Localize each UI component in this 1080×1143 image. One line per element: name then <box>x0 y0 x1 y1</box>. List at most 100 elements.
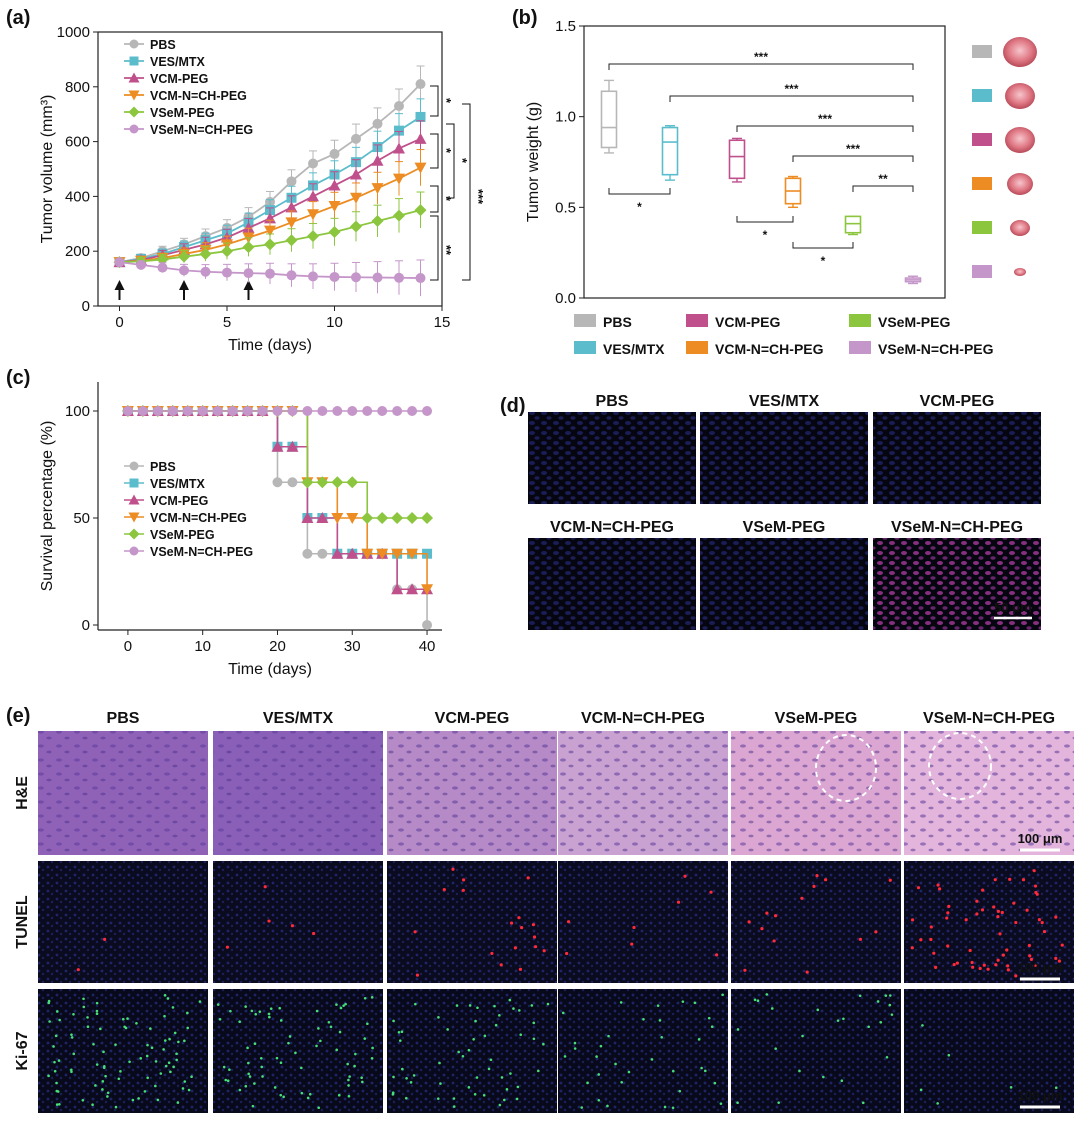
tunel-positive-cell <box>531 923 536 927</box>
x-axis-label: Time (days) <box>228 337 312 354</box>
ki67-positive-cell <box>172 1065 175 1069</box>
ki67-positive-cell <box>163 1039 167 1042</box>
y-axis-label: Survival percentage (%) <box>39 421 56 592</box>
ki67-positive-cell <box>798 1069 801 1073</box>
ki67-positive-cell <box>55 1103 59 1106</box>
data-point <box>152 406 163 416</box>
tunel-positive-cell <box>968 948 972 953</box>
data-point <box>287 477 298 488</box>
ki67-positive-cell <box>348 1075 351 1078</box>
ki67-positive-cell <box>475 1076 479 1079</box>
ki67-positive-cell <box>455 1004 459 1007</box>
ki67-positive-cell <box>461 1054 465 1058</box>
tunel-texture <box>904 861 1074 983</box>
data-point <box>178 250 190 263</box>
y-tick-label: 50 <box>73 510 90 527</box>
data-point <box>391 512 404 524</box>
legend-marker <box>129 56 139 66</box>
ki67-positive-cell <box>439 1082 442 1085</box>
ki67-positive-cell <box>117 1077 121 1081</box>
tunel-positive-cell <box>1035 892 1039 896</box>
tunel-positive-cell <box>461 888 465 892</box>
ki67-positive-cell <box>487 1067 491 1071</box>
ki67-positive-cell <box>888 1003 892 1007</box>
ki67-positive-cell <box>164 1064 168 1068</box>
sig-bracket <box>792 155 914 162</box>
significance-label: * <box>821 254 826 268</box>
data-point <box>350 192 362 204</box>
ki67-positive-cell <box>183 1080 187 1083</box>
ki67-positive-cell <box>186 1011 189 1015</box>
ki67-positive-cell <box>650 1058 654 1061</box>
ki67-positive-cell <box>861 1101 865 1105</box>
ki67-positive-cell <box>620 1080 623 1084</box>
data-point <box>265 268 275 279</box>
tunel-positive-cell <box>765 911 769 915</box>
data-point <box>242 406 253 416</box>
he-texture <box>904 731 1074 855</box>
tunel-positive-cell <box>1054 956 1058 960</box>
ki67-positive-cell <box>222 1065 226 1069</box>
photo-color-key <box>972 265 992 278</box>
data-point <box>415 111 426 122</box>
data-point <box>316 476 329 489</box>
ki67-positive-cell <box>1009 1086 1013 1089</box>
ki67-positive-cell <box>573 1047 577 1050</box>
x-tick-label: 30 <box>344 638 361 655</box>
tunel-positive-cell <box>1033 884 1038 888</box>
data-point <box>414 132 427 144</box>
significance-label: * <box>439 98 454 104</box>
plot-frame <box>583 25 946 299</box>
tunel-positive-cell <box>986 967 990 971</box>
significance-label: * <box>439 196 454 202</box>
data-point <box>376 548 389 560</box>
tunel-positive-cell <box>975 912 979 916</box>
data-point <box>347 406 358 416</box>
ki67-positive-cell <box>700 1066 703 1070</box>
tunel-texture <box>387 861 557 983</box>
significance-label: ** <box>878 172 888 186</box>
ki67-positive-cell <box>505 1088 509 1091</box>
ki67-positive-cell <box>104 1074 107 1078</box>
data-point <box>227 406 238 416</box>
ki67-positive-cell <box>258 1010 262 1013</box>
ki67-positive-cell <box>251 1104 255 1108</box>
ki67-positive-cell <box>347 1094 351 1098</box>
ki67-positive-cell <box>99 1027 102 1031</box>
y-axis-label: Tumor volume (mm³) <box>39 95 56 244</box>
ki67-positive-cell <box>335 1003 338 1006</box>
ki67-positive-cell <box>82 997 85 1001</box>
tunel-positive-cell <box>996 909 1000 913</box>
x-axis-label: Time (days) <box>228 661 312 678</box>
tunel-positive-cell <box>632 925 636 930</box>
ki67-positive-cell <box>517 1009 521 1012</box>
row-label: TUNEL <box>14 895 31 949</box>
ki67-positive-cell <box>278 1006 282 1010</box>
he-texture <box>387 731 557 855</box>
tunel-positive-cell <box>874 930 878 934</box>
ki67-positive-cell <box>216 1003 220 1006</box>
data-point <box>372 118 383 129</box>
tunel-positive-cell <box>910 918 915 922</box>
ki67-positive-cell <box>72 1012 75 1016</box>
tunel-positive-cell <box>1008 877 1012 881</box>
ki67-positive-cell <box>884 994 888 997</box>
ki67-positive-cell <box>250 1009 254 1013</box>
highlight-circle <box>928 732 992 800</box>
legend-swatch <box>849 341 871 354</box>
ki67-positive-cell <box>663 1105 667 1109</box>
ki67-positive-cell <box>94 1084 97 1087</box>
ki67-positive-cell <box>936 1102 939 1105</box>
ki67-positive-cell <box>354 1052 357 1056</box>
tumor-photo <box>1003 37 1037 67</box>
tunel-positive-cell <box>910 946 914 950</box>
ki67-positive-cell <box>327 1020 331 1024</box>
ki67-positive-cell <box>329 1025 333 1029</box>
tunel-positive-cell <box>888 878 892 882</box>
legend-swatch <box>686 341 708 354</box>
tunel-positive-cell <box>1025 908 1029 912</box>
tumor-photo <box>1014 268 1026 276</box>
ki67-positive-cell <box>599 1044 603 1048</box>
data-point <box>351 272 361 283</box>
ki67-positive-cell <box>606 1104 609 1108</box>
